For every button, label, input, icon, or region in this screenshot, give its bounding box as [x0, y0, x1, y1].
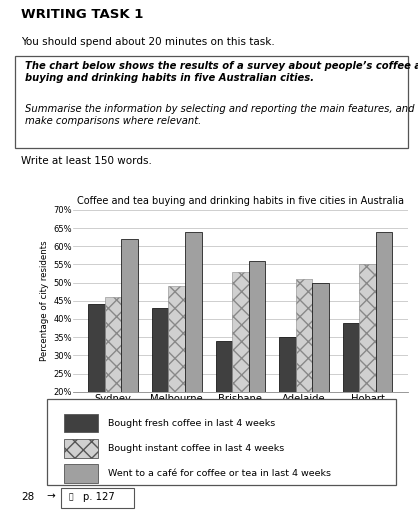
Text: Went to a café for coffee or tea in last 4 weeks: Went to a café for coffee or tea in last… — [108, 469, 331, 478]
Text: Bought instant coffee in last 4 weeks: Bought instant coffee in last 4 weeks — [108, 444, 285, 453]
Text: →: → — [46, 492, 55, 502]
Text: Bought fresh coffee in last 4 weeks: Bought fresh coffee in last 4 weeks — [108, 418, 276, 428]
Bar — [64, 414, 98, 432]
Text: Coffee and tea buying and drinking habits in five cities in Australia: Coffee and tea buying and drinking habit… — [77, 196, 404, 206]
Bar — [343, 323, 359, 464]
Bar — [185, 232, 201, 464]
Text: Write at least 150 words.: Write at least 150 words. — [21, 156, 152, 166]
Text: 28: 28 — [21, 492, 34, 502]
Bar — [232, 272, 249, 464]
Y-axis label: Percentage of city residents: Percentage of city residents — [40, 241, 49, 361]
Bar — [168, 286, 185, 464]
Text: 📋: 📋 — [68, 492, 73, 501]
Text: WRITING TASK 1: WRITING TASK 1 — [21, 8, 143, 21]
Bar — [279, 337, 296, 464]
Text: Summarise the information by selecting and reporting the main features, and
make: Summarise the information by selecting a… — [25, 104, 415, 126]
Bar — [88, 305, 105, 464]
Bar — [152, 308, 168, 464]
FancyBboxPatch shape — [61, 488, 134, 508]
Bar — [312, 283, 329, 464]
Text: The chart below shows the results of a survey about people’s coffee and tea
buyi: The chart below shows the results of a s… — [25, 61, 418, 83]
Bar — [121, 239, 138, 464]
Bar — [249, 261, 265, 464]
Text: You should spend about 20 minutes on this task.: You should spend about 20 minutes on thi… — [21, 37, 275, 47]
Bar — [64, 464, 98, 483]
Bar — [216, 341, 232, 464]
FancyBboxPatch shape — [47, 398, 396, 485]
Bar — [64, 439, 98, 458]
FancyBboxPatch shape — [15, 56, 408, 148]
Bar — [359, 265, 376, 464]
Bar — [296, 279, 312, 464]
Bar — [105, 297, 121, 464]
Bar — [376, 232, 393, 464]
Text: p. 127: p. 127 — [83, 492, 115, 502]
